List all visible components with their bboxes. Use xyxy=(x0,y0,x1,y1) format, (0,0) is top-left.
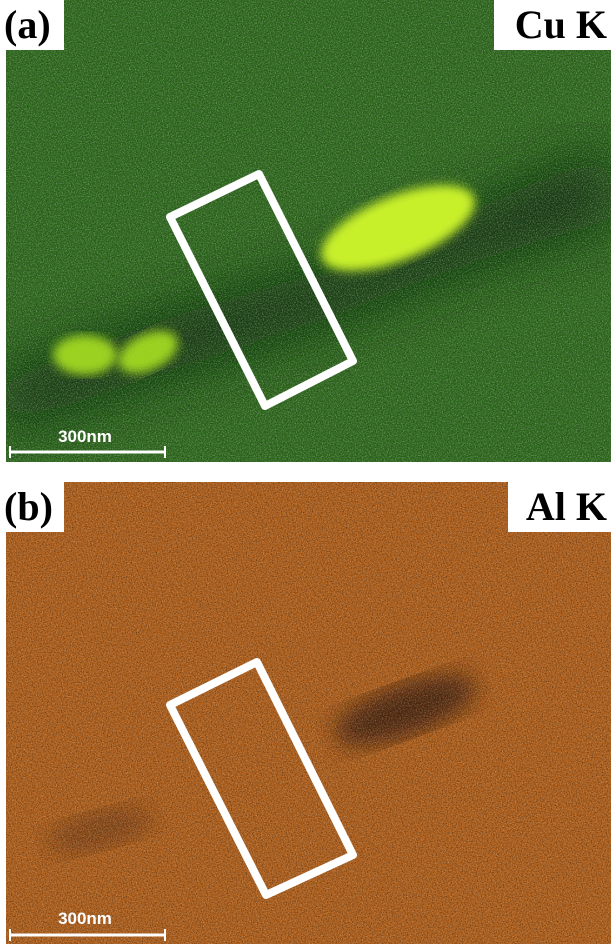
element-label: Cu K xyxy=(515,2,607,47)
panel-a: 300nm xyxy=(0,0,611,462)
scale-label: 300nm xyxy=(58,427,112,446)
panel-label: (b) xyxy=(4,484,53,529)
panel-label: (a) xyxy=(4,2,51,47)
figure: 300nm (a) Cu K 300nm (b) Al K xyxy=(0,0,611,944)
scale-label: 300nm xyxy=(58,909,112,928)
element-label: Al K xyxy=(526,484,607,529)
panel-b: 300nm xyxy=(6,482,611,944)
